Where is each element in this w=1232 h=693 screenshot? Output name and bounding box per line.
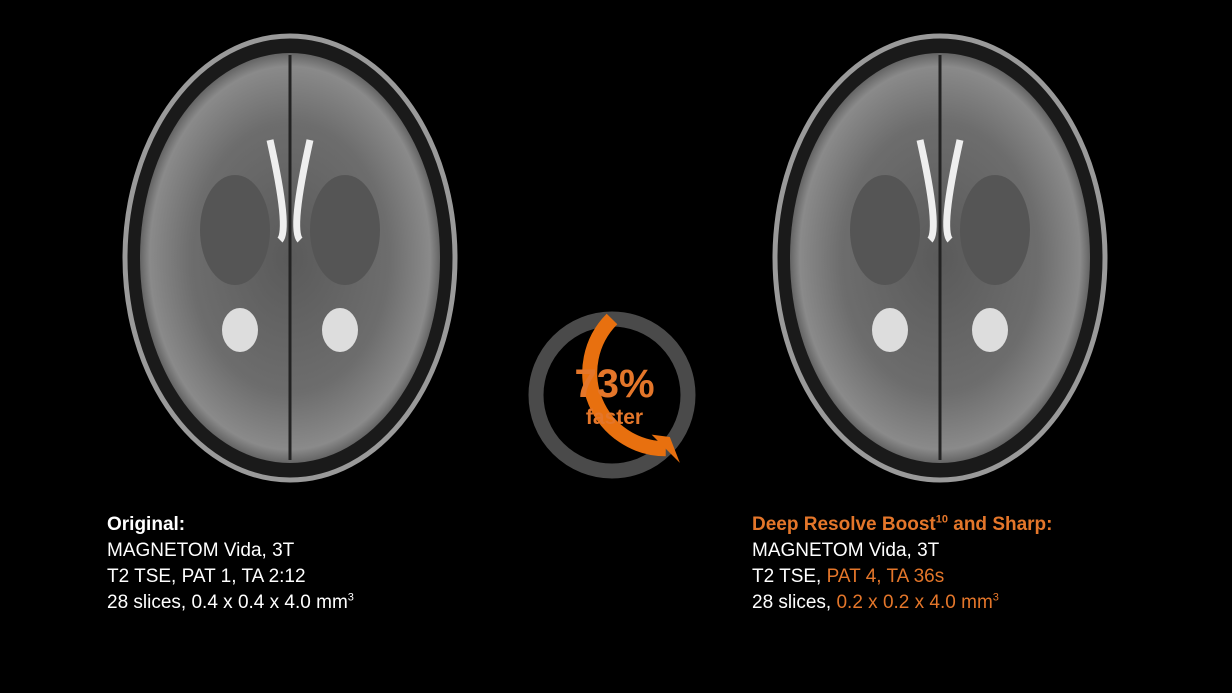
speedup-ring <box>528 311 696 479</box>
mri-scan-original <box>122 33 458 483</box>
original-scanner: MAGNETOM Vida, 3T <box>107 540 295 561</box>
ring-progress-arc <box>582 313 666 457</box>
speedup-label: 73% faster <box>532 362 697 430</box>
speedup-caption: faster <box>585 406 644 429</box>
deep-resolve-scanner: MAGNETOM Vida, 3T <box>752 540 940 561</box>
deep-resolve-title: Deep Resolve Boost10 and Sharp: <box>752 513 1053 535</box>
original-protocol: T2 TSE, PAT 1, TA 2:12 <box>107 566 306 587</box>
original-title: Original: <box>107 514 186 535</box>
mri-scan-deep-resolve <box>772 33 1108 483</box>
original-resolution: 28 slices, 0.4 x 0.4 x 4.0 mm3 <box>107 591 354 613</box>
deep-resolve-resolution: 28 slices, 0.2 x 0.2 x 4.0 mm3 <box>752 591 999 613</box>
original-caption: Original: MAGNETOM Vida, 3T T2 TSE, PAT … <box>107 512 354 616</box>
speedup-value: 73% <box>574 362 655 406</box>
deep-resolve-protocol: T2 TSE, PAT 4, TA 36s <box>752 566 945 587</box>
deep-resolve-caption: Deep Resolve Boost10 and Sharp: MAGNETOM… <box>752 512 1053 616</box>
